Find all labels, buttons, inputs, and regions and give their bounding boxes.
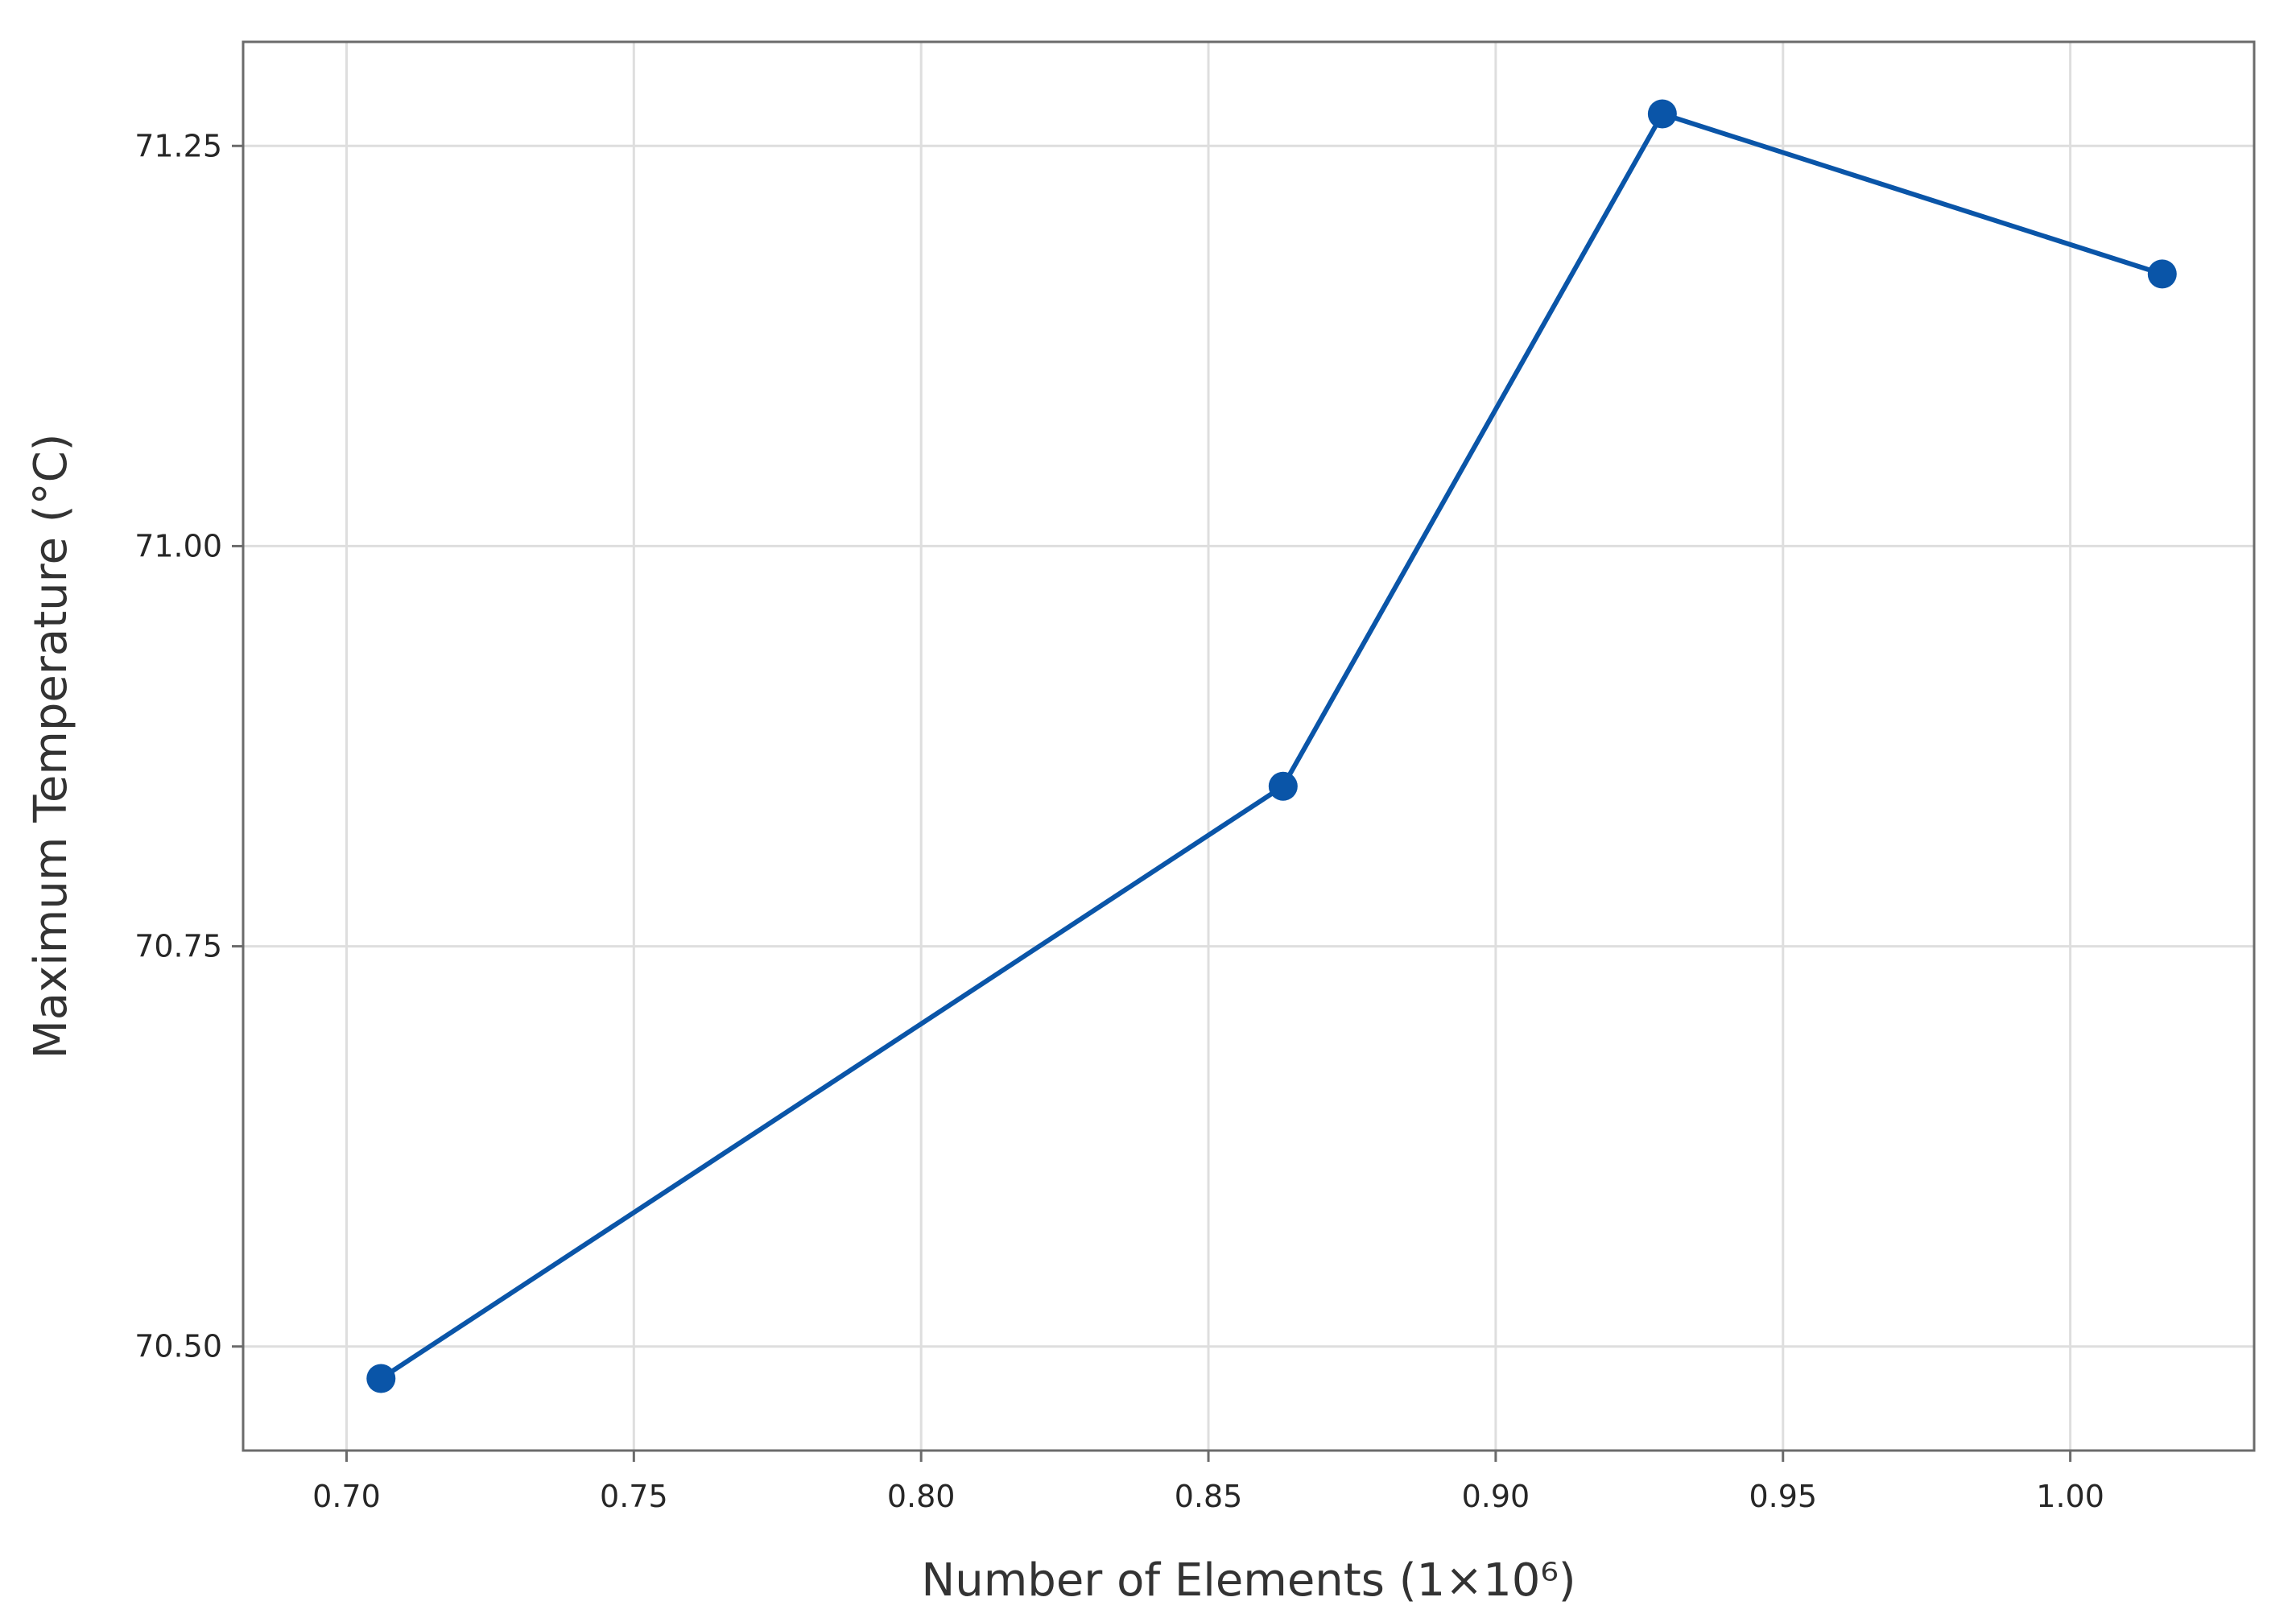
data-point — [1647, 99, 1677, 129]
x-axis-label: Number of Elements (1×10⁶) — [921, 1554, 1575, 1607]
axis-ticks: 0.70 0.75 0.80 0.85 0.90 0.95 1.00 70.50 70.75 71… — [134, 128, 2104, 1514]
y-tick-label: 70.75 — [134, 929, 222, 964]
x-tick-label: 1.00 — [2036, 1479, 2104, 1514]
x-tick-label: 0.90 — [1462, 1479, 1530, 1514]
series-line — [378, 111, 2165, 1381]
grid — [243, 42, 2254, 1451]
data-point — [1268, 771, 1298, 801]
data-point — [366, 1364, 396, 1393]
series-layer — [366, 99, 2177, 1393]
x-tick-label: 0.75 — [600, 1479, 668, 1514]
x-tick-label: 0.80 — [887, 1479, 956, 1514]
plot-frame — [242, 40, 2256, 1452]
data-point — [2147, 259, 2177, 289]
x-tick-label: 0.70 — [312, 1479, 381, 1514]
y-axis-label: Maximum Temperature (°C) — [25, 433, 77, 1059]
y-tick-label: 71.00 — [134, 528, 222, 563]
x-tick-label: 0.85 — [1175, 1479, 1243, 1514]
y-tick-label: 71.25 — [134, 128, 222, 163]
x-tick-label: 0.95 — [1749, 1479, 1817, 1514]
y-tick-label: 70.50 — [134, 1329, 222, 1364]
